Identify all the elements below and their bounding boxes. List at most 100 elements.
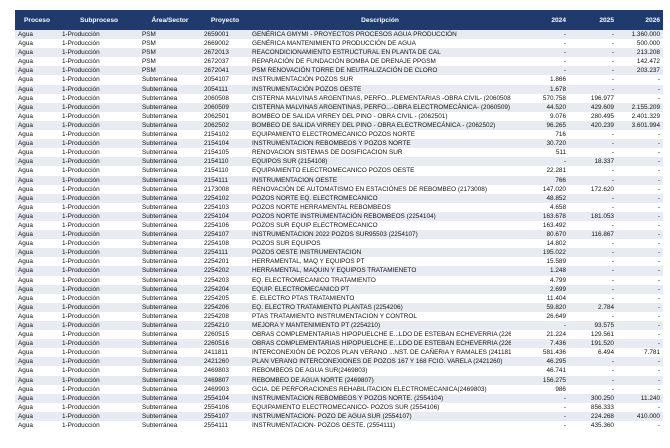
table-cell: - bbox=[657, 422, 660, 430]
table-cell: 2254203 bbox=[204, 276, 229, 284]
table-cell: Subterránea bbox=[142, 185, 178, 193]
table-cell: 163.492 bbox=[542, 221, 566, 229]
table-cell: Agua bbox=[15, 30, 59, 40]
table-cell: POZOS NORTE INSTRUMENTACIÓN REBOMBEOS (2… bbox=[249, 211, 511, 221]
table-cell: 2254107 bbox=[201, 230, 249, 240]
table-cell: - bbox=[611, 76, 614, 84]
table-cell: - bbox=[611, 149, 614, 157]
table-cell: - bbox=[611, 167, 614, 175]
table-cell: Agua bbox=[18, 349, 33, 357]
table-cell: - bbox=[569, 375, 617, 385]
table-row: Agua 1-Producción PSM 2669002 GENÉRICA MANTE… bbox=[15, 39, 663, 48]
table-cell: 2.155.209 bbox=[617, 102, 663, 112]
table-cell: 2554104 bbox=[201, 393, 249, 403]
table-cell: 213.208 bbox=[617, 48, 663, 58]
table-cell: Agua bbox=[15, 48, 59, 58]
table-cell: - bbox=[511, 157, 569, 167]
table-row: Agua 1-Producción Subterránea 2469807 REBOMB… bbox=[15, 375, 663, 385]
table-cell: Agua bbox=[18, 167, 33, 175]
table-cell: 2421260 bbox=[201, 357, 249, 367]
table-cell: 30.720 bbox=[511, 139, 569, 149]
table-row: Agua 1-Producción Subterránea 2154104 INSTRU… bbox=[15, 139, 663, 149]
table-cell: Subterránea bbox=[139, 284, 201, 294]
table-cell: 2254102 bbox=[201, 193, 249, 203]
table-cell: INSTRUMENTACIÓN POZOS SUR bbox=[252, 76, 354, 84]
table-cell: RENOVACION SISTEMAS DE DOSIFICACION SUR bbox=[252, 149, 403, 157]
table-row: Agua 1-Producción Subterránea 2173008 RENOVA… bbox=[15, 185, 663, 194]
table-cell: 2260516 bbox=[201, 339, 249, 349]
table-cell: 1-Producción bbox=[62, 76, 100, 84]
table-cell: EQUIP. ELECTROMECANICO PT bbox=[249, 284, 511, 294]
table-cell: POZOS SUR EQUIP ELECTROMECANICO bbox=[252, 221, 378, 229]
table-cell: 80.670 bbox=[511, 230, 569, 240]
table-cell: EQUIPAMIENTO ELECTROMECANICO POZOS OESTE bbox=[252, 167, 415, 175]
table-row: Agua 1-Producción Subterránea 2554111 INSTRU… bbox=[15, 421, 663, 430]
table-cell: MEJORA Y MANTENIMIENTO PT (2254210) bbox=[249, 321, 511, 331]
table-cell: Subterránea bbox=[139, 193, 201, 203]
table-cell: 2254202 bbox=[201, 266, 249, 276]
table-cell: Agua bbox=[18, 40, 33, 48]
table-cell: - bbox=[657, 385, 660, 393]
table-row: Agua 1-Producción Subterránea 2062502 BOMBEO… bbox=[15, 120, 663, 131]
table-cell: INSTRUMENTACION- POZO DE AGUA SUR (25541… bbox=[249, 411, 511, 422]
table-cell: 11.240 bbox=[617, 393, 663, 403]
table-row: Agua 1-Producción Subterránea 2154102 EQUIPA… bbox=[15, 130, 663, 139]
table-cell: 1-Producción bbox=[62, 331, 100, 339]
data-table: Proceso Subproceso Área/Sector Proyecto Desc… bbox=[15, 10, 663, 430]
table-cell: - bbox=[657, 167, 660, 175]
column-header: 2026 bbox=[617, 10, 663, 30]
table-cell: Subterránea bbox=[142, 76, 178, 84]
table-cell: 2154111 bbox=[201, 175, 249, 185]
table-cell: 570.758 bbox=[542, 94, 566, 102]
table-cell: Agua bbox=[15, 230, 59, 240]
table-row: Agua 1-Producción Subterránea 2154111 INSTRU… bbox=[15, 175, 663, 185]
table-cell: Agua bbox=[18, 131, 33, 139]
table-cell: Agua bbox=[15, 66, 59, 76]
table-cell: Subterránea bbox=[139, 266, 201, 276]
table-cell: INSTRUMENTACION 2022 POZOS SUR95503 (225… bbox=[249, 230, 511, 240]
table-cell: 96.265 bbox=[511, 120, 569, 131]
table-cell: 2154102 bbox=[204, 131, 229, 139]
table-cell: 2254206 bbox=[201, 302, 249, 312]
table-cell: Subterránea bbox=[139, 393, 201, 403]
table-row: Agua 1-Producción Subterránea 2254102 POZOS … bbox=[15, 193, 663, 203]
table-cell: 766 bbox=[511, 175, 569, 185]
table-row: Agua 1-Producción Subterránea 2411811 INTERC… bbox=[15, 348, 663, 357]
table-cell: 1-Producción bbox=[59, 157, 139, 167]
table-row: Agua 1-Producción Subterránea 2260515 OBRAS … bbox=[15, 330, 663, 339]
table-cell: 1-Producción bbox=[62, 403, 100, 411]
table-cell: Subterránea bbox=[142, 258, 178, 266]
table-cell: 2254103 bbox=[204, 203, 229, 211]
table-cell: PSM bbox=[139, 30, 201, 40]
table-cell: CISTERNA MALVINAS ARGENTINAS, PERFO...-O… bbox=[249, 102, 511, 112]
table-row: Agua 1-Producción Subterránea 2254103 POZOS … bbox=[15, 203, 663, 212]
table-cell: 1-Producción bbox=[59, 357, 139, 367]
table-cell: 1-Producción bbox=[62, 221, 100, 229]
table-cell: - bbox=[611, 258, 614, 266]
table-cell: - bbox=[611, 40, 614, 48]
table-cell: Subterránea bbox=[142, 131, 178, 139]
table-cell: Agua bbox=[15, 339, 59, 349]
table-cell: - bbox=[511, 393, 569, 403]
table-cell: 1-Producción bbox=[59, 193, 139, 203]
table-cell: 1-Producción bbox=[62, 94, 100, 102]
table-row: Agua 1-Producción Subterránea 2254210 MEJORA… bbox=[15, 321, 663, 331]
table-cell: PSM bbox=[139, 66, 201, 76]
table-cell: - bbox=[657, 221, 660, 229]
table-row: Agua 1-Producción Subterránea 2469903 GCIA. … bbox=[15, 385, 663, 394]
table-cell: EQUIPAMIENTO ELECTROMECANICO- POZOS SUR … bbox=[252, 403, 440, 411]
table-cell: - bbox=[617, 321, 663, 331]
table-cell: - bbox=[569, 139, 617, 149]
table-cell: 1-Producción bbox=[62, 40, 100, 48]
table-cell: 2254111 bbox=[201, 248, 249, 258]
table-cell: - bbox=[611, 367, 614, 375]
table-cell: 15.589 bbox=[546, 258, 566, 266]
table-cell: 2554107 bbox=[201, 411, 249, 422]
table-cell: 1-Producción bbox=[59, 248, 139, 258]
table-cell: 21.224 bbox=[546, 331, 566, 339]
table-cell: Agua bbox=[15, 393, 59, 403]
table-cell: Agua bbox=[15, 284, 59, 294]
table-cell: 1-Producción bbox=[59, 302, 139, 312]
table-cell: 2469807 bbox=[201, 375, 249, 385]
table-cell: Agua bbox=[15, 120, 59, 131]
